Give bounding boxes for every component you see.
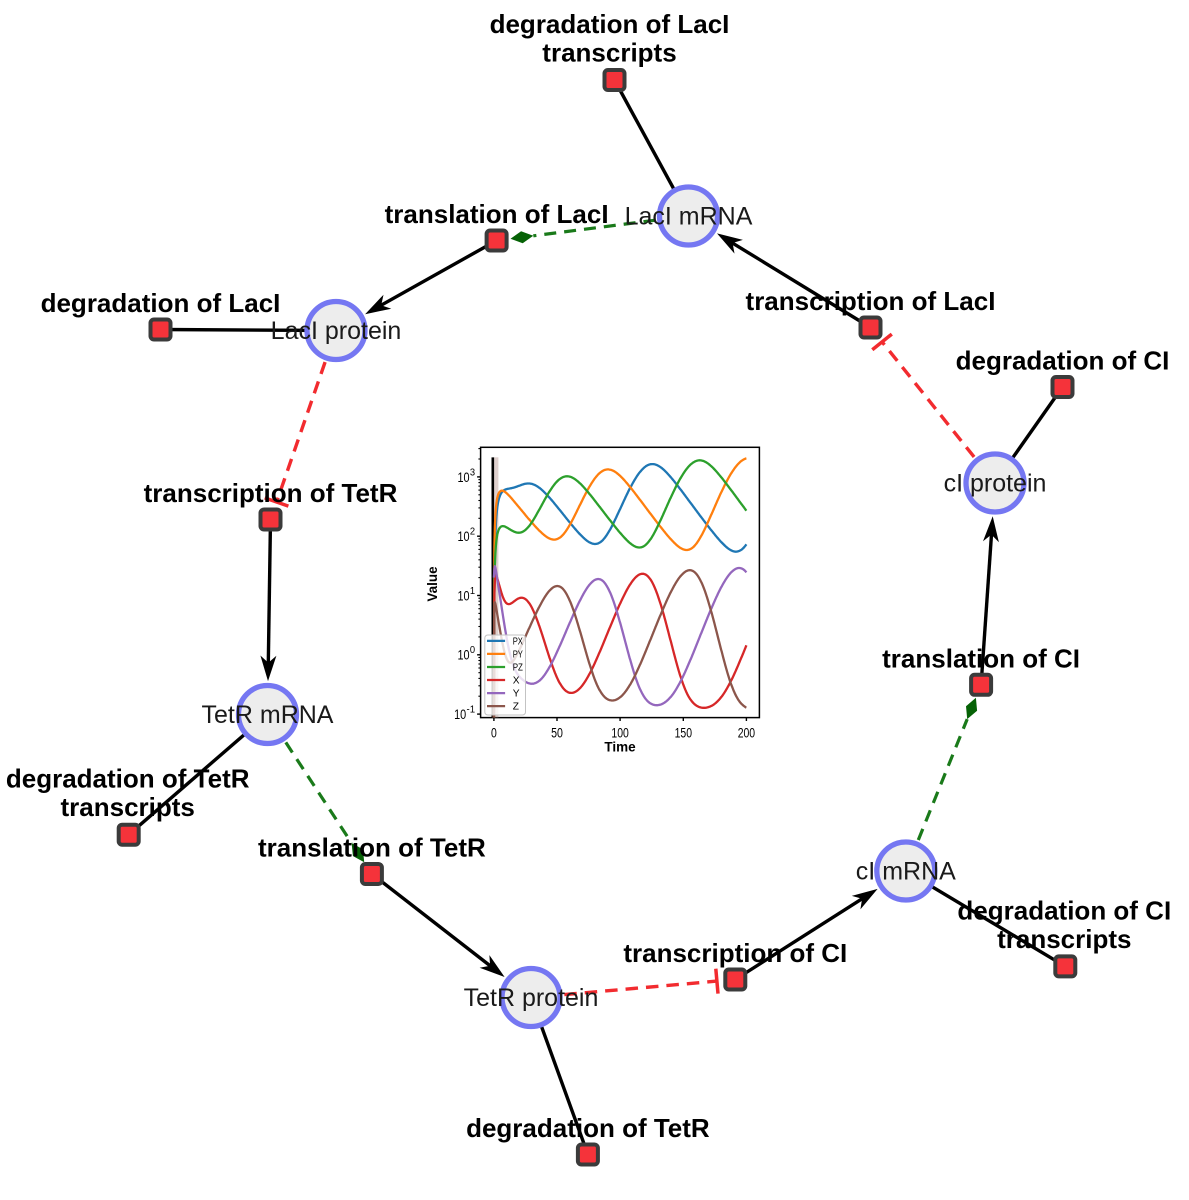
svg-text:degradation of CI: degradation of CI (956, 346, 1170, 376)
svg-text:TetR mRNA: TetR mRNA (202, 701, 334, 729)
svg-text:PZ: PZ (513, 663, 523, 674)
svg-text:X: X (513, 676, 520, 687)
svg-text:LacI protein: LacI protein (271, 317, 402, 345)
svg-text:degradation of LacI: degradation of LacI (41, 288, 281, 318)
svg-text:10: 10 (458, 588, 470, 603)
svg-text:cI protein: cI protein (944, 470, 1047, 498)
svg-text:transcripts: transcripts (61, 792, 195, 822)
svg-text:10: 10 (454, 707, 466, 722)
svg-text:degradation of TetR: degradation of TetR (466, 1113, 710, 1143)
svg-text:transcription of LacI: transcription of LacI (746, 286, 996, 316)
svg-text:Z: Z (513, 702, 519, 713)
svg-text:translation of CI: translation of CI (882, 643, 1080, 673)
svg-text:100: 100 (611, 725, 628, 740)
svg-text:PY: PY (513, 650, 523, 661)
svg-text:degradation of TetR: degradation of TetR (6, 764, 250, 794)
svg-text:Time: Time (604, 740, 636, 755)
svg-text:degradation of LacI: degradation of LacI (490, 9, 730, 39)
svg-text:PX: PX (513, 637, 523, 648)
svg-text:10: 10 (458, 470, 470, 485)
svg-text:Value: Value (425, 566, 440, 602)
svg-text:0: 0 (491, 725, 497, 740)
svg-text:translation of TetR: translation of TetR (258, 833, 486, 863)
svg-text:0: 0 (470, 645, 476, 656)
svg-text:translation of LacI: translation of LacI (385, 199, 609, 229)
svg-text:2: 2 (470, 527, 476, 538)
svg-text:LacI mRNA: LacI mRNA (625, 203, 753, 231)
svg-text:10: 10 (458, 529, 470, 544)
svg-text:cI mRNA: cI mRNA (856, 858, 956, 886)
svg-text:-1: -1 (467, 705, 476, 716)
svg-text:Y: Y (513, 689, 520, 700)
svg-text:transcripts: transcripts (997, 924, 1131, 954)
svg-text:10: 10 (458, 648, 470, 663)
svg-text:transcripts: transcripts (542, 38, 676, 68)
svg-text:50: 50 (551, 725, 563, 740)
svg-text:3: 3 (470, 467, 476, 478)
svg-text:transcription of CI: transcription of CI (623, 938, 847, 968)
svg-text:150: 150 (675, 725, 692, 740)
svg-text:1: 1 (470, 586, 476, 597)
svg-text:200: 200 (738, 725, 755, 740)
svg-text:transcription of TetR: transcription of TetR (144, 478, 398, 508)
svg-text:TetR protein: TetR protein (464, 984, 599, 1012)
svg-text:degradation of CI: degradation of CI (957, 895, 1171, 925)
